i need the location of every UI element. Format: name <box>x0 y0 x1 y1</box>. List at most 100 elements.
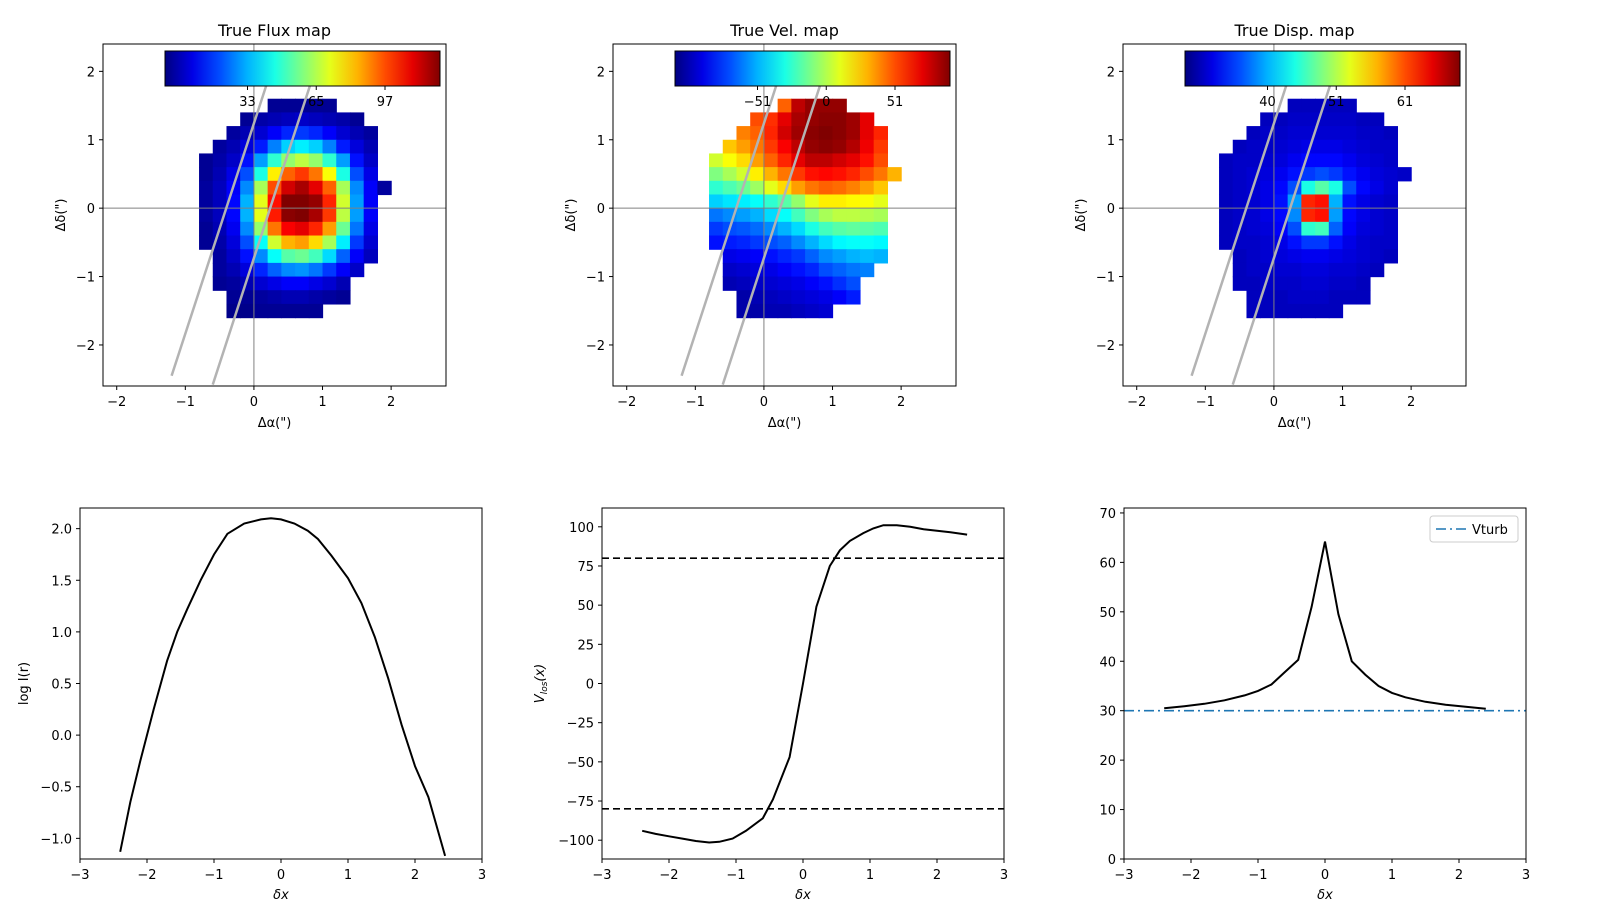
map-pixel <box>818 98 834 113</box>
map-pixel <box>777 303 792 319</box>
map-pixel <box>1342 262 1357 278</box>
map-pixel <box>295 262 310 278</box>
map-pixel <box>846 167 861 182</box>
y-axis-label: Δδ(") <box>1074 199 1089 232</box>
map-pixel <box>349 126 365 141</box>
map-pixel <box>805 290 820 305</box>
map-pixel <box>1356 276 1371 291</box>
map-pixel <box>736 221 751 237</box>
y-tick-label: 0.0 <box>51 729 72 744</box>
map-pixel <box>1301 194 1316 209</box>
map-pixel <box>791 180 806 196</box>
map-pixel <box>805 194 820 209</box>
map-pixel <box>1287 262 1302 278</box>
map-pixel <box>859 180 875 196</box>
x-tick-label: 0 <box>760 395 768 410</box>
map-pixel <box>1369 249 1385 264</box>
map-pixel <box>253 180 269 196</box>
map-pixel <box>336 276 351 291</box>
map-pixel <box>1356 262 1371 278</box>
map-pixel <box>1369 221 1385 237</box>
x-axis-label: Δα(") <box>258 416 292 431</box>
axes-frame <box>1123 507 1527 860</box>
map-panel-1: −51 0 51 −2 −1 0 1 2 −2 −1 0 1 2 True Vel. map Δα(") Δδ… <box>564 21 957 431</box>
axes-frame <box>102 43 447 387</box>
map-pixel <box>199 153 214 168</box>
y-tick-label: 60 <box>1099 556 1116 571</box>
map-pixel <box>846 249 861 264</box>
map-pixel <box>791 249 806 264</box>
map-pixel <box>295 249 310 264</box>
map-pixel <box>791 208 806 223</box>
map-pixel <box>281 112 296 127</box>
map-pixel <box>281 290 296 305</box>
y-tick-label: 2 <box>1107 65 1115 80</box>
map-pixel <box>1287 153 1302 168</box>
map-pixel <box>1342 235 1357 250</box>
map-pixel <box>1232 276 1248 291</box>
map-pixel <box>832 153 847 168</box>
map-pixel <box>832 221 847 237</box>
map-pixel <box>709 235 724 250</box>
profile-panel-1: −3 −2 −1 0 1 2 3 −100 −75 −50 −25 0 25 50 75 100 δx Vlos(… <box>533 507 1008 900</box>
map-pixel <box>1219 180 1234 196</box>
map-pixel <box>212 139 228 155</box>
colorbar-tick-label: 61 <box>1397 95 1414 110</box>
map-pixel <box>777 208 792 223</box>
y-tick-label: −1 <box>586 271 605 286</box>
map-pixel <box>1301 249 1316 264</box>
map-pixel <box>240 194 255 209</box>
map-pixel <box>1246 276 1261 291</box>
map-pixel <box>832 249 847 264</box>
map-pixel <box>240 235 255 250</box>
map-pixel <box>1315 290 1330 305</box>
map-pixel <box>1232 180 1248 196</box>
map-pixel <box>226 221 241 237</box>
y-tick-label: −1 <box>76 271 95 286</box>
map-pixel <box>846 235 861 250</box>
map-pixel <box>267 262 282 278</box>
map-pixel <box>832 276 847 291</box>
map-pixel <box>1273 194 1289 209</box>
data-line <box>1164 541 1486 710</box>
x-tick-label: 0 <box>277 868 285 883</box>
map-pixel <box>322 167 337 182</box>
map-pixel <box>267 126 282 141</box>
map-pixel <box>253 262 269 278</box>
map-pixel <box>1397 167 1412 182</box>
map-pixel <box>1315 276 1330 291</box>
map-pixel <box>212 153 228 168</box>
map-pixel <box>818 112 834 127</box>
map-pixel <box>805 262 820 278</box>
map-pixel <box>377 180 392 196</box>
map-pixel <box>1328 249 1344 264</box>
map-pixel <box>1356 290 1371 305</box>
map-pixel <box>832 194 847 209</box>
map-pixel <box>1301 112 1316 127</box>
y-tick-label: −2 <box>586 339 605 354</box>
map-pixel <box>722 180 738 196</box>
map-pixel <box>1356 235 1371 250</box>
map-pixel <box>226 249 241 264</box>
map-pixel <box>859 139 875 155</box>
map-pixel <box>1246 153 1261 168</box>
map-pixel <box>791 276 806 291</box>
x-tick-label: 0 <box>250 395 258 410</box>
map-pixel <box>777 126 792 141</box>
map-pixel <box>322 194 337 209</box>
map-pixel <box>281 180 296 196</box>
x-tick-label: 1 <box>1388 868 1396 883</box>
map-pixel <box>805 276 820 291</box>
map-pixel <box>832 262 847 278</box>
map-pixel <box>736 153 751 168</box>
map-pixel <box>308 153 324 168</box>
map-pixel <box>1219 167 1234 182</box>
map-pixel <box>722 167 738 182</box>
map-pixel <box>322 262 337 278</box>
x-tick-label: 2 <box>411 868 419 883</box>
map-pixel <box>1246 208 1261 223</box>
map-pixel <box>846 208 861 223</box>
map-pixel <box>1301 98 1316 113</box>
map-pixel <box>859 249 875 264</box>
map-pixel <box>791 303 806 319</box>
